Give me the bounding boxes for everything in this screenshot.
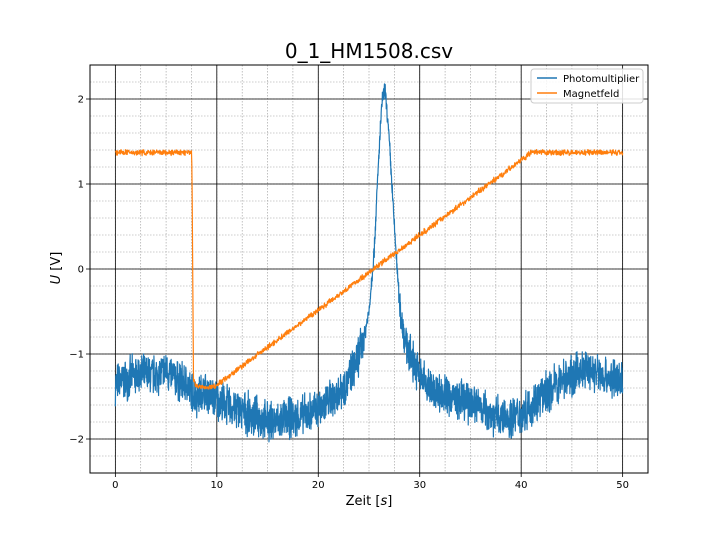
legend-label-magnetfeld: Magnetfeld — [563, 89, 619, 100]
series-line-photomultiplier — [114, 83, 624, 443]
x-axis-label: Zeit [s] — [346, 494, 393, 509]
y-tick-label: 1 — [78, 180, 84, 191]
series-layer — [114, 83, 624, 443]
legend-box — [530, 68, 644, 104]
y-tick-label: −2 — [69, 435, 84, 446]
series-line-magnetfeld — [114, 148, 624, 390]
x-axis-label-text: Zeit — [346, 494, 376, 509]
chart-title: 0_1_HM1508.csv — [285, 39, 453, 63]
y-tick-label: 0 — [78, 265, 84, 276]
x-axis-label-unit: s — [380, 494, 387, 509]
y-axis-label-unit: [V] — [49, 252, 64, 275]
x-tick-label: 30 — [413, 480, 426, 491]
x-axis-label-bracket-close: ] — [387, 494, 392, 509]
legend-label-photomultiplier: Photomultiplier — [563, 74, 640, 85]
x-tick-label: 20 — [312, 480, 325, 491]
legend: Photomultiplier Magnetfeld — [530, 68, 644, 104]
x-tick-label: 50 — [616, 480, 629, 491]
x-axis-label-bracket-open: [ — [375, 494, 380, 509]
x-tick-label: 40 — [515, 480, 528, 491]
x-tick-label: 0 — [112, 480, 118, 491]
y-axis-label-symbol: U — [49, 274, 64, 284]
y-axis-label: U [V] — [49, 252, 64, 285]
grid — [89, 64, 649, 474]
x-tick-label: 10 — [210, 480, 223, 491]
y-tick-label: 2 — [78, 95, 84, 106]
y-tick-label: −1 — [69, 350, 84, 361]
axis-ticks: 0 10 20 30 40 50 −2 −1 0 1 2 — [69, 95, 629, 492]
